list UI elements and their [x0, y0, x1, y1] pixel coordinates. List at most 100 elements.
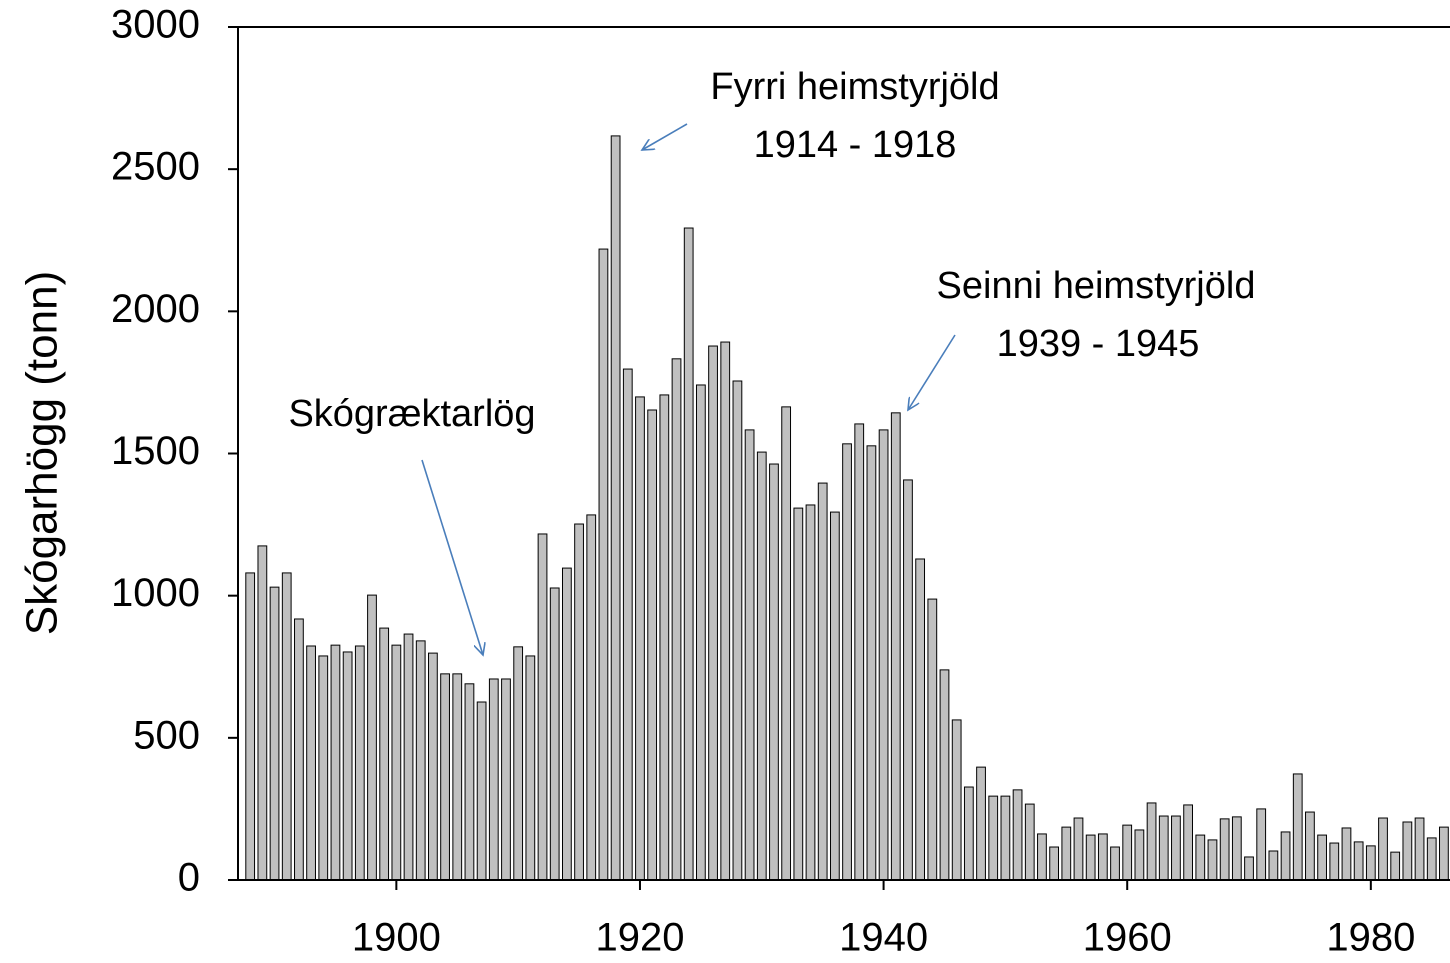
bar [1390, 851, 1401, 881]
bar [1305, 811, 1315, 881]
bar [440, 673, 450, 881]
bar [963, 786, 974, 881]
bar [367, 594, 377, 881]
x-tick-label: 1960 [1083, 916, 1172, 960]
bar [878, 429, 889, 881]
bar [720, 341, 731, 881]
y-axis-label: Skógarhögg (tonn) [18, 271, 67, 635]
bar [842, 443, 852, 881]
bar [1024, 803, 1035, 881]
bar [1231, 816, 1242, 881]
bar [951, 719, 962, 881]
y-tick-label: 3000 [111, 3, 200, 47]
bar [257, 545, 268, 881]
bar [647, 409, 658, 881]
bar [318, 655, 329, 881]
y-tick-label: 2000 [111, 287, 200, 331]
bar [525, 655, 536, 881]
bar [866, 445, 877, 881]
x-tick-label: 1900 [352, 916, 441, 960]
y-tick-label: 1500 [111, 429, 200, 473]
x-tick-label: 1940 [839, 916, 928, 960]
bar [1073, 817, 1084, 881]
annotation-arrow [421, 459, 483, 655]
bar [1244, 856, 1254, 881]
bar [1012, 789, 1023, 881]
x-tick-label: 1980 [1326, 916, 1415, 960]
bar [415, 640, 426, 881]
y-tick-label: 500 [133, 713, 200, 757]
bar [1037, 833, 1047, 881]
bar [610, 135, 621, 881]
bar [281, 572, 292, 881]
bar [1195, 834, 1206, 881]
bar [561, 567, 572, 881]
bar [1365, 845, 1376, 881]
bar [245, 572, 256, 881]
bar [744, 429, 755, 881]
bar [549, 587, 560, 881]
bar [1378, 817, 1388, 881]
bar [915, 558, 926, 881]
bar [379, 627, 390, 881]
bar [793, 507, 804, 881]
bar [1414, 817, 1425, 881]
bar [1049, 846, 1060, 881]
bar [330, 644, 341, 881]
bar [342, 651, 353, 881]
bar [354, 645, 365, 881]
bar [598, 248, 609, 881]
bar [671, 358, 682, 881]
annotation: Fyrri heimstyrjöld [710, 66, 999, 108]
bar [1353, 841, 1364, 881]
bar [513, 646, 524, 881]
bar [428, 652, 438, 881]
bar [1329, 842, 1340, 881]
bar [976, 766, 986, 881]
bar [854, 423, 865, 881]
bar [1158, 815, 1169, 881]
bar [1317, 834, 1327, 881]
bar [1134, 829, 1145, 881]
bar [269, 586, 280, 881]
bar [574, 523, 584, 881]
bar [756, 451, 767, 881]
bar [452, 673, 463, 881]
bar [1085, 834, 1096, 881]
bar [1402, 821, 1413, 881]
x-tick-label: 1920 [595, 916, 684, 960]
bar [476, 701, 487, 881]
bar [829, 511, 840, 881]
bar [695, 384, 706, 881]
bar [622, 368, 633, 881]
bar [659, 394, 670, 881]
bar [1000, 795, 1011, 881]
bar [586, 514, 597, 881]
bar [1171, 815, 1181, 881]
y-tick-label: 1000 [111, 571, 200, 615]
bar [1268, 850, 1279, 881]
bar [805, 504, 816, 881]
annotation: 1939 - 1945 [997, 323, 1200, 365]
bar [1341, 827, 1352, 881]
bar [488, 678, 499, 881]
bar [708, 345, 718, 881]
annotation: Skógræktarlög [288, 393, 535, 435]
bar [537, 533, 548, 881]
bar [903, 479, 913, 881]
bar [501, 678, 511, 881]
bar [890, 412, 901, 881]
bar [294, 618, 304, 881]
bar [403, 633, 414, 881]
bar [391, 644, 402, 881]
bar [1146, 802, 1157, 881]
bar [464, 683, 475, 881]
bar [988, 795, 999, 881]
bar [1426, 837, 1437, 881]
annotation: 1914 - 1918 [754, 124, 957, 166]
bar [1207, 839, 1218, 881]
bar [1183, 804, 1193, 881]
bar [939, 669, 950, 881]
